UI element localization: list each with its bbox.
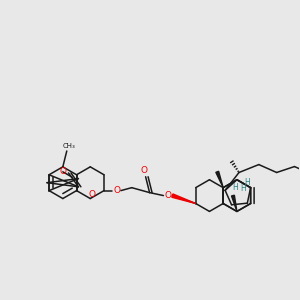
- Text: O: O: [165, 191, 172, 200]
- Text: O: O: [113, 186, 120, 195]
- Text: H: H: [240, 184, 246, 193]
- Text: H: H: [244, 178, 250, 187]
- Text: O: O: [140, 166, 147, 175]
- Text: H: H: [232, 183, 238, 192]
- Polygon shape: [232, 195, 237, 212]
- Polygon shape: [216, 171, 223, 188]
- Text: O: O: [59, 167, 66, 176]
- Polygon shape: [172, 194, 196, 203]
- Text: CH₃: CH₃: [62, 143, 75, 149]
- Text: O: O: [89, 190, 96, 199]
